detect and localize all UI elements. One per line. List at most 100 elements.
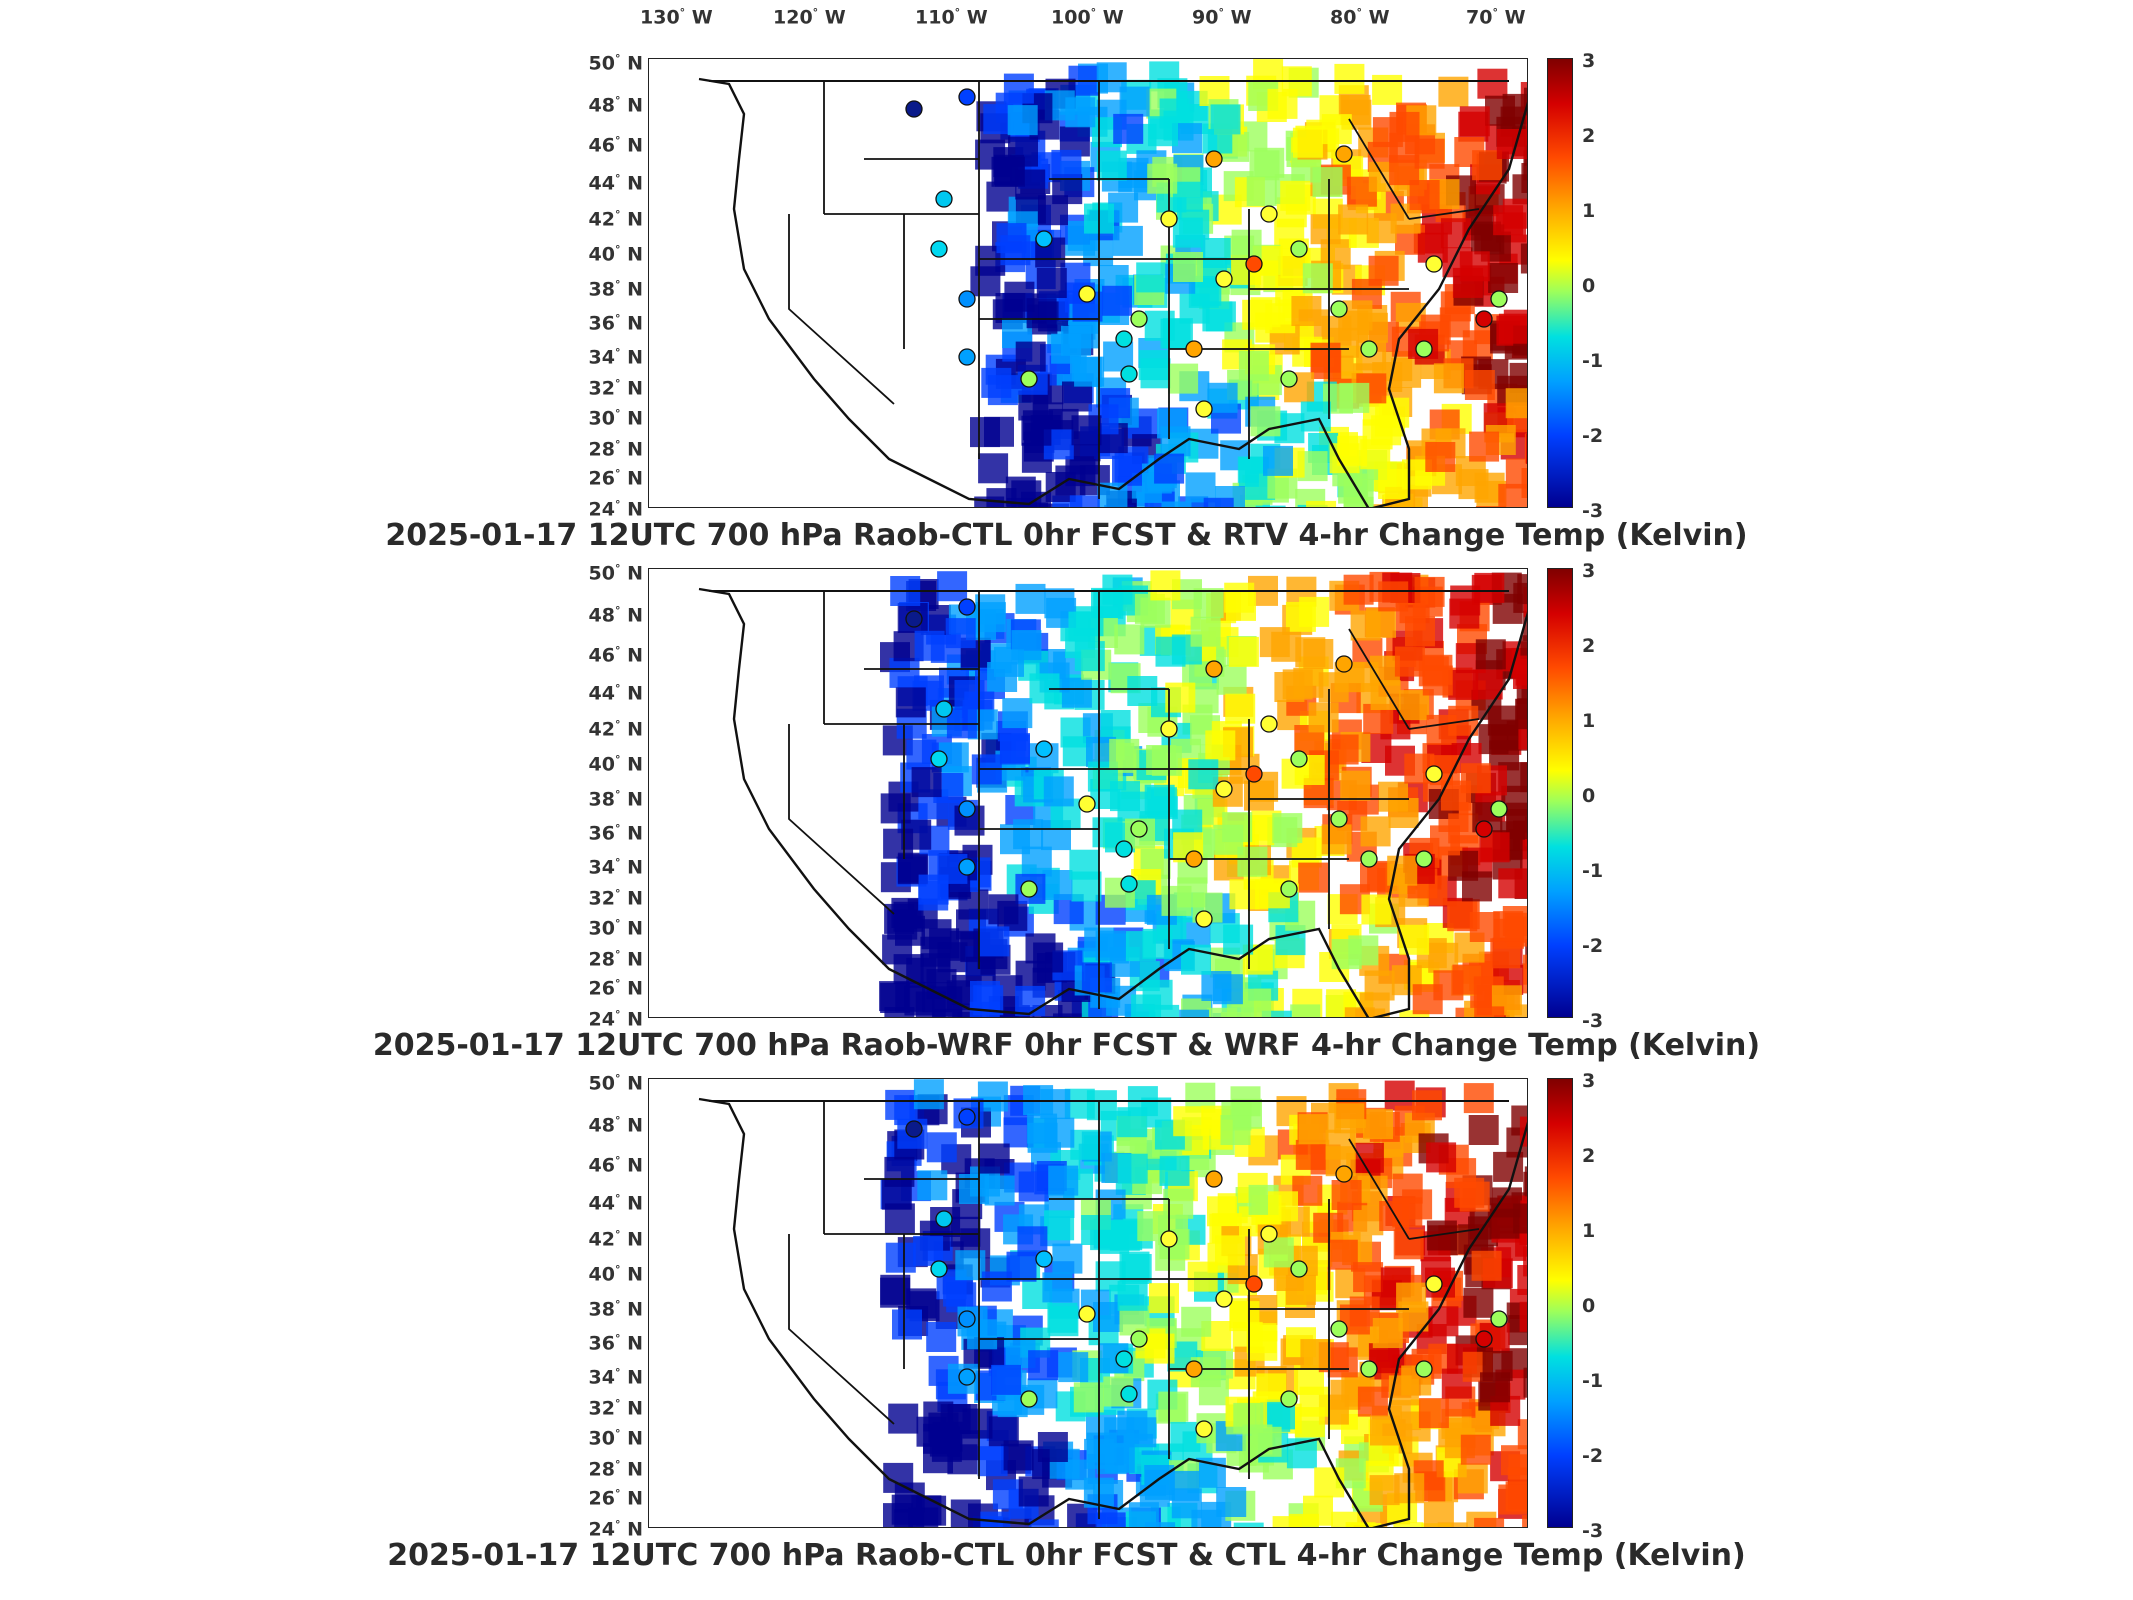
raob-station-marker <box>1115 330 1133 348</box>
raob-station-marker <box>1115 1350 1133 1368</box>
raob-station-marker <box>905 100 923 118</box>
raob-station-marker <box>1020 370 1038 388</box>
longitude-label: 80° W <box>1330 6 1390 29</box>
latitude-label: 50° N <box>588 562 643 585</box>
raob-station-marker <box>1020 1390 1038 1408</box>
lat-degree: 46 <box>588 1154 615 1177</box>
latitude-label: 40° N <box>588 1263 643 1286</box>
latitude-label: 34° N <box>588 1366 643 1389</box>
map-panel-rtv: 50° N 48° N 46° N 44° N 42° N 40° N 38° N 36° N… <box>0 50 2133 558</box>
raob-station-marker <box>1335 145 1353 163</box>
raob-station-marker <box>1360 1360 1378 1378</box>
lat-hemisphere: N <box>627 1114 643 1137</box>
latitude-label: 40° N <box>588 243 643 266</box>
latitude-label: 32° N <box>588 887 643 910</box>
latitude-label: 48° N <box>588 604 643 627</box>
lat-hemisphere: N <box>627 1427 643 1450</box>
raob-station-marker <box>1290 1260 1308 1278</box>
raob-station-marker <box>958 598 976 616</box>
latitude-label: 34° N <box>588 856 643 879</box>
lat-hemisphere: N <box>627 1263 643 1286</box>
temperature-field <box>879 570 1527 1017</box>
lat-degree: 32 <box>588 887 615 910</box>
lat-degree: 26 <box>588 1487 615 1510</box>
latitude-label: 30° N <box>588 1427 643 1450</box>
temperature-map <box>698 1079 1527 1527</box>
lat-degree: 44 <box>588 682 615 705</box>
raob-station-marker <box>1280 880 1298 898</box>
colorbar-tick-label: 3 <box>1582 50 1596 72</box>
lat-hemisphere: N <box>627 172 643 195</box>
lon-degree: 130 <box>640 6 680 29</box>
colorbar <box>1547 568 1573 1018</box>
latitude-label: 42° N <box>588 1228 643 1251</box>
lat-hemisphere: N <box>627 1298 643 1321</box>
temperature-map <box>698 570 1527 1017</box>
raob-station-marker <box>1020 880 1038 898</box>
raob-stations <box>905 598 1508 928</box>
map-frame <box>648 58 1528 508</box>
raob-station-marker <box>1260 205 1278 223</box>
lat-degree: 46 <box>588 644 615 667</box>
raob-station-marker <box>958 1310 976 1328</box>
latitude-label: 32° N <box>588 1397 643 1420</box>
longitude-label: 90° W <box>1192 6 1252 29</box>
raob-station-marker <box>1280 370 1298 388</box>
lon-hemisphere: W <box>1368 6 1390 29</box>
lat-degree: 48 <box>588 1114 615 1137</box>
colorbar-tick-label: 2 <box>1582 1145 1596 1167</box>
lat-degree: 32 <box>588 1397 615 1420</box>
lat-hemisphere: N <box>627 788 643 811</box>
map-panel-ctl: 50° N 48° N 46° N 44° N 42° N 40° N 38° N 36° N… <box>0 1070 2133 1578</box>
raob-station-marker <box>935 700 953 718</box>
raob-station-marker <box>1415 340 1433 358</box>
raob-station-marker <box>958 800 976 818</box>
colorbar-tick-label: 2 <box>1582 635 1596 657</box>
raob-station-marker <box>1415 1360 1433 1378</box>
raob-station-marker <box>1425 255 1443 273</box>
raob-station-marker <box>1120 1385 1138 1403</box>
raob-station-marker <box>1078 285 1096 303</box>
raob-station-marker <box>1185 850 1203 868</box>
map-frame <box>648 568 1528 1018</box>
lat-hemisphere: N <box>627 948 643 971</box>
lat-hemisphere: N <box>627 407 643 430</box>
colorbar-tick-label: 3 <box>1582 1070 1596 1092</box>
longitude-label: 70° W <box>1466 6 1526 29</box>
raob-station-marker <box>1490 800 1508 818</box>
latitude-label: 46° N <box>588 1154 643 1177</box>
lat-degree: 36 <box>588 312 615 335</box>
raob-station-marker <box>1160 1230 1178 1248</box>
colorbar-tick-label: -1 <box>1582 1370 1604 1392</box>
raob-station-marker <box>1330 1320 1348 1338</box>
lat-hemisphere: N <box>627 278 643 301</box>
latitude-label: 36° N <box>588 822 643 845</box>
raob-station-marker <box>1425 765 1443 783</box>
raob-station-marker <box>1160 720 1178 738</box>
lat-degree: 24 <box>588 498 615 521</box>
latitude-label: 36° N <box>588 312 643 335</box>
lat-hemisphere: N <box>627 243 643 266</box>
raob-station-marker <box>1425 1275 1443 1293</box>
colorbar-tick-label: 1 <box>1582 710 1596 732</box>
raob-station-marker <box>1120 875 1138 893</box>
lat-degree: 24 <box>588 1518 615 1541</box>
lat-degree: 50 <box>588 562 615 585</box>
raob-station-marker <box>1160 210 1178 228</box>
lat-degree: 30 <box>588 917 615 940</box>
state-boundaries <box>698 77 1527 507</box>
latitude-label: 46° N <box>588 644 643 667</box>
lat-degree: 42 <box>588 1228 615 1251</box>
colorbar <box>1547 58 1573 508</box>
raob-stations <box>905 1108 1508 1438</box>
raob-station-marker <box>1360 340 1378 358</box>
lat-hemisphere: N <box>627 644 643 667</box>
latitude-label: 46° N <box>588 134 643 157</box>
raob-station-marker <box>1260 715 1278 733</box>
lat-hemisphere: N <box>627 1008 643 1031</box>
lat-degree: 48 <box>588 604 615 627</box>
lon-hemisphere: W <box>1230 6 1252 29</box>
raob-station-marker <box>1195 1420 1213 1438</box>
lat-degree: 38 <box>588 1298 615 1321</box>
state-boundaries <box>698 587 1527 1017</box>
